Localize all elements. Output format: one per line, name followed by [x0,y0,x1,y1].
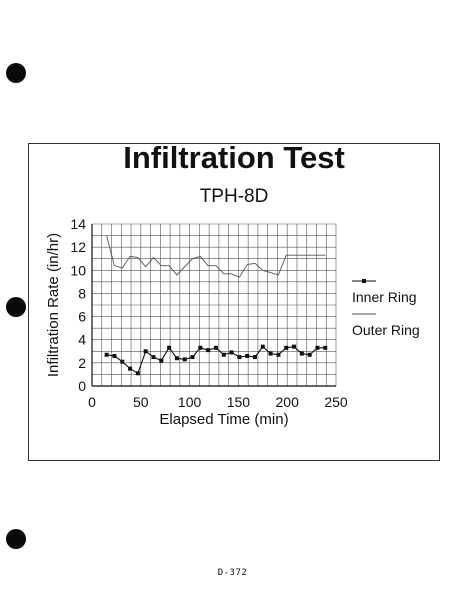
data-point-inner-ring [276,352,281,357]
data-point-inner-ring [112,353,117,358]
data-point-inner-ring [252,355,257,360]
y-axis-title: Infiltration Rate (in/hr) [45,233,62,377]
series-line-1 [106,235,326,278]
x-axis-title: Elapsed Time (min) [159,411,288,428]
data-point-inner-ring [120,359,125,364]
data-point-inner-ring [268,351,273,356]
legend-label-inner-ring: Inner Ring [352,289,417,305]
data-point-inner-ring [151,355,156,360]
data-point-inner-ring [182,357,187,362]
x-tick-label: 50 [133,394,149,410]
data-point-inner-ring [104,352,109,357]
data-point-inner-ring [292,344,297,349]
x-tick-label: 200 [276,394,300,410]
data-point-inner-ring [323,345,328,350]
y-tick-label: 14 [70,216,86,232]
series-line-0 [106,345,326,375]
chart-frame [28,143,440,461]
x-tick-label: 0 [88,394,96,410]
data-point-inner-ring [315,345,320,350]
y-tick-label: 6 [78,309,86,325]
x-tick-label: 250 [324,394,348,410]
y-tick-label: 0 [78,378,86,394]
data-point-inner-ring [190,355,195,360]
data-point-inner-ring [299,351,304,356]
binder-hole-middle [6,297,26,317]
y-tick-label: 12 [70,239,86,255]
data-point-inner-ring [206,348,211,353]
data-point-inner-ring [167,345,172,350]
binder-hole-top [6,63,26,83]
y-tick-label: 4 [78,332,86,348]
y-tick-label: 2 [78,355,86,371]
page-footer: D-372 [217,568,248,578]
data-point-inner-ring [245,353,250,358]
data-point-inner-ring [198,345,203,350]
data-point-inner-ring [143,349,148,354]
data-point-inner-ring [221,352,226,357]
data-point-inner-ring [174,356,179,361]
data-point-inner-ring [307,352,312,357]
data-point-inner-ring [128,366,133,371]
y-tick-label: 10 [70,262,86,278]
data-point-inner-ring [260,344,265,349]
binder-hole-bottom [6,529,26,549]
legend-marker-inner-ring [362,279,366,283]
x-tick-label: 100 [178,394,202,410]
x-tick-label: 150 [227,394,251,410]
chart-title: Infiltration Test [123,140,345,175]
data-point-inner-ring [135,371,140,376]
data-point-inner-ring [159,358,164,363]
chart-subtitle: TPH-8D [199,186,269,207]
data-point-inner-ring [213,345,218,350]
y-tick-label: 8 [78,285,86,301]
legend-label-outer-ring: Outer Ring [352,322,420,338]
data-point-inner-ring [284,345,289,350]
data-point-inner-ring [237,355,242,360]
data-point-inner-ring [229,350,234,355]
